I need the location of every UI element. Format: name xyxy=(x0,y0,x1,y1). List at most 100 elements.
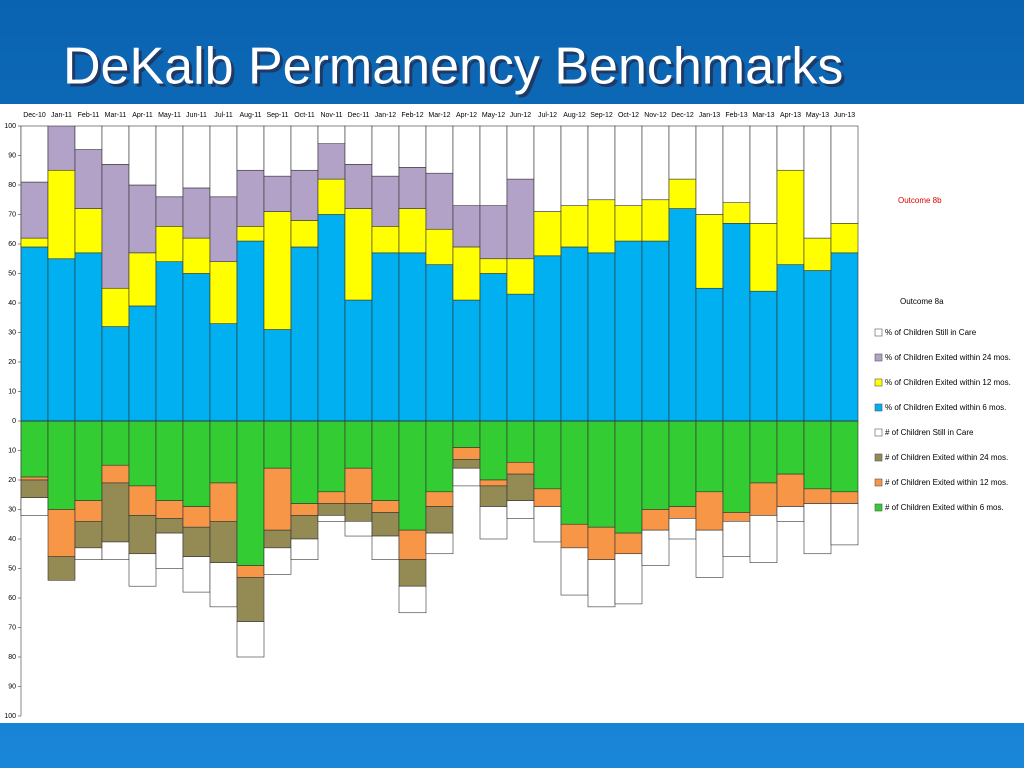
bar-segment xyxy=(506,500,535,519)
bar-segment xyxy=(182,125,211,189)
bar-segment xyxy=(236,240,265,422)
y-tick-label: 50 xyxy=(8,270,16,277)
bar-segment xyxy=(452,459,481,469)
bar-segment xyxy=(830,125,859,224)
legend-label: % of Children Exited within 6 mos. xyxy=(885,403,1006,412)
bar-segment xyxy=(776,420,805,475)
bar-segment xyxy=(668,208,697,422)
bar-segment xyxy=(776,264,805,422)
bar-segment xyxy=(101,287,130,327)
bar-segment xyxy=(533,125,562,212)
x-tick-label: Mar-12 xyxy=(428,112,450,119)
bar-segment xyxy=(425,532,454,555)
y-tick-label: 30 xyxy=(8,506,16,513)
bar-segment xyxy=(128,252,157,307)
y-tick-label: 80 xyxy=(8,654,16,661)
bar-segment xyxy=(695,491,724,531)
title-shadow: DeKalb Permanency Benchmarks xyxy=(66,41,846,99)
bar-segment xyxy=(317,214,346,422)
bar-segment xyxy=(587,252,616,422)
x-tick-label: Feb-12 xyxy=(401,112,423,119)
bar-segment xyxy=(209,482,238,522)
y-tick-label: 60 xyxy=(8,241,16,248)
chart-title: DeKalb Permanency Benchmarks xyxy=(63,38,843,96)
bar-segment xyxy=(317,143,346,180)
bar-segment xyxy=(182,506,211,528)
bar-segment xyxy=(155,518,184,534)
bar-segment xyxy=(236,125,265,171)
y-tick-label: 20 xyxy=(8,359,16,366)
bar-segment xyxy=(560,547,589,596)
bar-segment xyxy=(452,125,481,206)
x-tick-label: Jun-11 xyxy=(186,112,207,119)
bar-segment xyxy=(479,273,508,422)
bar-segment xyxy=(263,467,292,531)
bar-segment xyxy=(47,258,76,422)
bar-segment xyxy=(263,420,292,469)
bar-segment xyxy=(425,228,454,265)
bar-segment xyxy=(614,553,643,605)
bar-segment xyxy=(344,467,373,504)
bar-segment xyxy=(479,258,508,274)
bar-segment xyxy=(101,164,130,289)
x-tick-label: Nov-12 xyxy=(644,112,667,119)
y-tick-label: 70 xyxy=(8,624,16,631)
bar-segment xyxy=(263,211,292,330)
bar-segment xyxy=(830,252,859,422)
bar-segment xyxy=(614,240,643,422)
bar-segment xyxy=(101,125,130,165)
bar-segment xyxy=(668,125,697,180)
bar-segment xyxy=(47,125,76,171)
bar-segment xyxy=(776,169,805,265)
bar-segment xyxy=(803,503,832,555)
x-tick-label: May-11 xyxy=(158,112,181,119)
x-tick-label: Nov-11 xyxy=(320,112,342,119)
x-tick-label: Feb-11 xyxy=(78,112,100,119)
bar-segment xyxy=(398,125,427,168)
bar-segment xyxy=(452,447,481,460)
x-tick-label: Jun-12 xyxy=(510,112,532,119)
bar-segment xyxy=(452,205,481,248)
bar-segment xyxy=(317,125,346,145)
bar-segment xyxy=(263,125,292,177)
bar-segment xyxy=(155,420,184,501)
bar-segment xyxy=(533,211,562,257)
bar-segment xyxy=(803,420,832,490)
bar-segment xyxy=(317,503,346,516)
bar-segment xyxy=(722,202,751,224)
bar-segment xyxy=(128,553,157,587)
legend-swatch xyxy=(874,378,883,387)
y-tick-label: 0 xyxy=(12,418,16,425)
bar-segment xyxy=(74,208,103,254)
bar-segment xyxy=(560,125,589,206)
bar-segment xyxy=(317,491,346,504)
bar-segment xyxy=(830,491,859,504)
bar-segment xyxy=(398,529,427,560)
bar-segment xyxy=(20,246,49,422)
bar-segment xyxy=(101,464,130,484)
bar-segment xyxy=(425,125,454,174)
bar-segment xyxy=(371,252,400,422)
bar-segment xyxy=(425,264,454,422)
bar-segment xyxy=(236,420,265,566)
bar-segment xyxy=(371,512,400,537)
y-tick-label: 100 xyxy=(4,123,16,130)
bar-segment xyxy=(74,252,103,422)
bar-segment xyxy=(290,125,319,171)
bar-segment xyxy=(290,503,319,516)
bar-segment xyxy=(479,205,508,260)
bar-segment xyxy=(182,420,211,507)
bar-segment xyxy=(155,261,184,422)
legend-swatch xyxy=(874,478,883,487)
bar-segment xyxy=(722,125,751,203)
bar-segment xyxy=(371,535,400,560)
bar-segment xyxy=(506,473,535,501)
bar-segment xyxy=(776,506,805,522)
bar-segment xyxy=(74,149,103,209)
x-tick-label: Apr-12 xyxy=(456,112,477,119)
x-tick-label: Jan-12 xyxy=(375,112,397,119)
x-tick-label: Apr-13 xyxy=(780,112,801,119)
bar-segment xyxy=(398,167,427,209)
